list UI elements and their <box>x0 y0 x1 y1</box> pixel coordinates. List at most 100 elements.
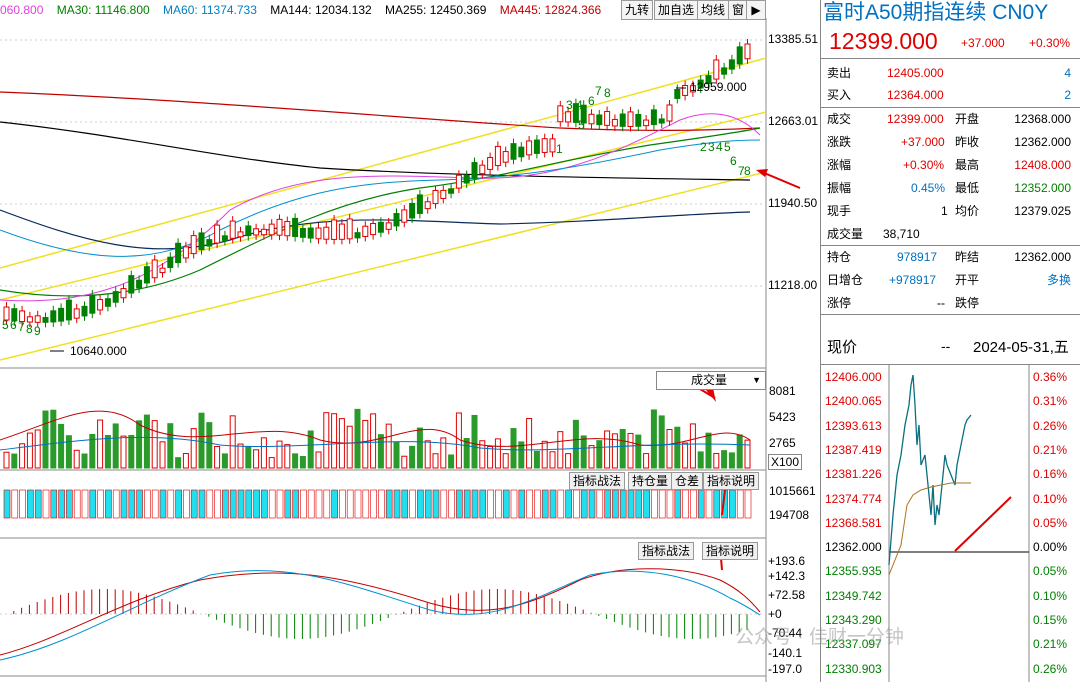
volume-bar <box>97 419 104 469</box>
volume-bar <box>151 420 158 469</box>
candle <box>721 62 728 80</box>
volume-bar <box>697 451 704 469</box>
volume-bar <box>104 434 111 469</box>
stat-value: +978917 <box>889 273 937 287</box>
volume-bar <box>58 423 65 469</box>
nine-turn-button[interactable]: 九转 <box>621 0 654 20</box>
ma-legend-item: MA30: 11146.800 <box>56 3 150 17</box>
candle <box>73 303 80 324</box>
volume-bar <box>416 427 423 469</box>
oi-bar <box>190 489 198 519</box>
candle <box>736 41 743 69</box>
stat-label: 昨收 <box>955 135 980 149</box>
candle <box>11 303 18 326</box>
candle <box>393 208 400 231</box>
volume-bar <box>479 440 486 469</box>
add-favorite-button[interactable]: 加自选 <box>654 0 699 20</box>
oi-bar <box>292 489 299 519</box>
stat-label: 成交量 <box>827 227 864 241</box>
stat-label: 最高 <box>955 158 980 172</box>
candle <box>198 227 205 255</box>
macd-axis-label: +0 <box>768 607 782 621</box>
kline-chart-area[interactable]: 060.800 MA30: 11146.800 MA60: 11374.733 … <box>0 0 820 682</box>
td-count: 9 <box>34 324 41 338</box>
volume-bar <box>666 428 673 469</box>
candle <box>19 305 26 327</box>
volume-bar <box>682 442 689 469</box>
volume-bar <box>658 415 665 469</box>
macd-histogram <box>13 589 748 639</box>
candle <box>268 219 275 240</box>
channel-mid <box>0 111 767 301</box>
candle <box>635 109 642 132</box>
candle <box>276 214 283 241</box>
ma-legend-item: 060.800 <box>0 3 44 17</box>
stat-value: 12362.000 <box>1014 135 1071 149</box>
tab-indicator-strategy[interactable]: 指标战法 <box>638 542 695 560</box>
stat-label: 振幅 <box>827 181 852 195</box>
candle <box>260 224 267 240</box>
volume-bar <box>143 414 150 469</box>
volume-bar <box>533 450 540 469</box>
oi-bar <box>229 489 237 519</box>
tab-open-interest[interactable]: 持仓量 <box>628 472 673 490</box>
price-axis-label: 11218.00 <box>768 278 818 292</box>
oi-bar <box>151 489 159 519</box>
volume-bar <box>299 456 306 469</box>
collapse-icon[interactable]: ▶ <box>746 0 766 20</box>
stat-value: 38,710 <box>883 227 920 241</box>
candle <box>689 80 696 97</box>
td-count: 7 <box>18 320 25 334</box>
stat-value: 12352.000 <box>1014 181 1071 195</box>
candle <box>619 109 626 132</box>
oi-bar <box>666 489 674 519</box>
volume-bar <box>674 426 681 469</box>
candle <box>487 152 494 175</box>
oi-bar <box>549 489 557 519</box>
indicator-select[interactable]: 成交量 ▼ <box>656 371 766 390</box>
oi-bar <box>370 489 377 519</box>
oi-bar <box>518 489 526 519</box>
candle <box>713 54 720 85</box>
stat-value: 0.45% <box>911 181 946 195</box>
td-count: 2 <box>700 140 707 154</box>
candle <box>284 216 291 241</box>
td-count: 8 <box>604 86 611 100</box>
stat-value: 12379.025 <box>1014 204 1071 218</box>
volume-bar <box>393 441 400 469</box>
watermark: 公众号 · 佳财一分钟 <box>735 627 904 648</box>
volume-bar <box>42 410 49 469</box>
td-count: 7 <box>738 164 745 178</box>
ma-legend-item: MA445: 12824.366 <box>499 3 602 17</box>
candle <box>253 223 260 240</box>
intraday-pct-label: 0.21% <box>1033 442 1068 457</box>
candle <box>572 98 579 128</box>
tab-oi-diff[interactable]: 仓差 <box>671 472 704 490</box>
candle <box>580 100 587 129</box>
candle <box>604 106 611 131</box>
candle <box>416 189 423 219</box>
stat-value: 12408.000 <box>1014 158 1071 172</box>
oi-bar <box>729 489 736 519</box>
intraday-price-label: 12387.419 <box>825 442 882 457</box>
ma-legend-item: MA60: 11374.733 <box>163 3 257 17</box>
candle <box>315 222 322 244</box>
volume-bar <box>260 437 267 469</box>
oi-bar <box>401 489 409 519</box>
oi-bar <box>378 489 385 519</box>
tab-indicator-strategy[interactable]: 指标战法 <box>569 472 626 490</box>
tab-indicator-help[interactable]: 指标说明 <box>703 472 760 490</box>
candle <box>455 170 462 194</box>
oi-bar <box>557 489 565 519</box>
candle <box>292 213 299 242</box>
candle <box>370 218 377 240</box>
volume-bar <box>307 430 314 469</box>
volume-bar <box>401 455 408 469</box>
oi-bar <box>50 489 58 519</box>
ma-legend-item: MA144: 12034.132 <box>270 3 372 17</box>
candle <box>136 275 143 294</box>
candle <box>518 142 525 162</box>
intraday-chart[interactable] <box>821 365 1080 682</box>
tab-indicator-help[interactable]: 指标说明 <box>702 542 759 560</box>
oi-bar <box>167 489 175 519</box>
